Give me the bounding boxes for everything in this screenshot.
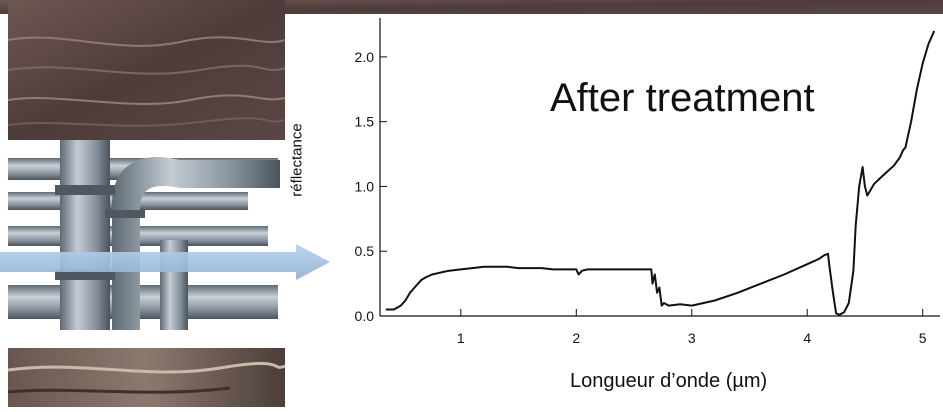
chart-marks [385, 30, 936, 316]
y-tick-label: 0.5 [355, 243, 375, 259]
x-tick-label: 5 [919, 330, 927, 346]
x-tick-label: 2 [572, 330, 580, 346]
x-tick-label: 3 [688, 330, 696, 346]
chart-axes [379, 18, 940, 317]
chart-title: After treatment [550, 76, 815, 120]
right-arrow-icon [0, 244, 330, 280]
x-tick-label: 4 [803, 330, 811, 346]
series-line-0 [385, 30, 936, 316]
x-axis-label: Longueur d’onde (µm) [570, 370, 768, 392]
y-tick-label: 1.5 [355, 114, 375, 130]
y-tick-label: 1.0 [355, 178, 375, 194]
chart-ticks: 1 2 3 4 5 0.0 0.5 1.0 1.5 2.0 [355, 49, 927, 346]
y-tick-label: 0.0 [355, 308, 375, 324]
x-tick-label: 1 [457, 330, 465, 346]
pipes-illustration [8, 140, 285, 348]
y-tick-label: 2.0 [355, 49, 375, 65]
y-axis-label: réflectance [288, 123, 306, 197]
top-rock-image [0, 0, 943, 140]
bottom-rock-image [7, 348, 286, 407]
